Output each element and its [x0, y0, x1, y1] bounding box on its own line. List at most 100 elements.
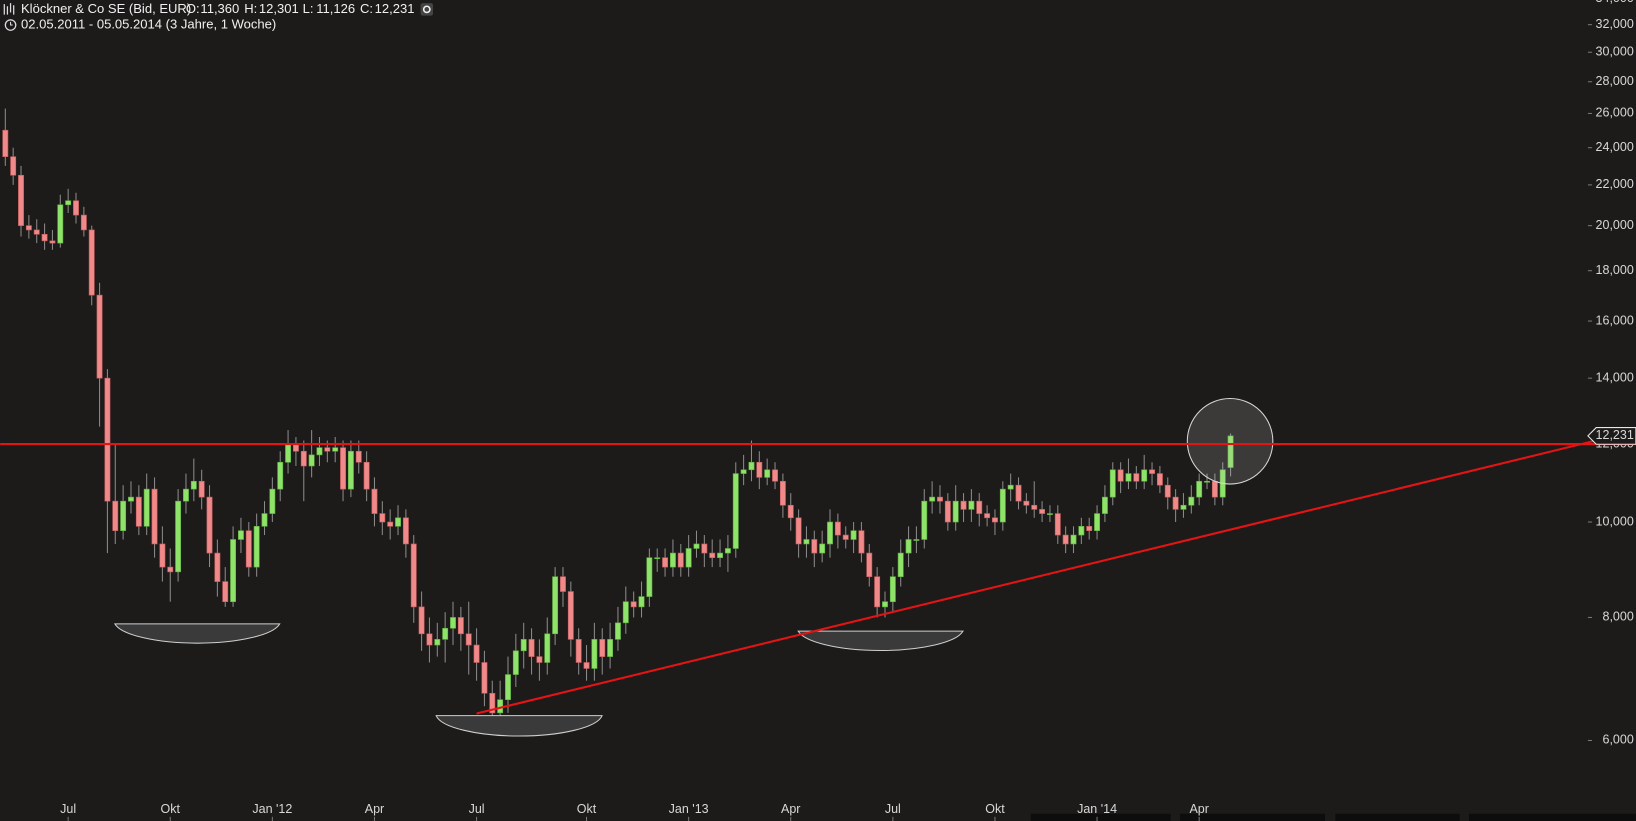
highlight-circle — [1186, 397, 1274, 485]
candle-body — [552, 576, 559, 635]
candle-body — [347, 450, 354, 490]
candle-body — [253, 526, 260, 568]
candle-body — [944, 500, 951, 523]
candle-body — [968, 500, 975, 510]
candle-body — [670, 552, 676, 568]
candle-body — [952, 500, 959, 523]
settings-button[interactable] — [420, 3, 434, 16]
candle-body — [630, 601, 637, 608]
y-tick-label: 28,000 — [1596, 74, 1634, 88]
candle-body — [128, 496, 134, 502]
candle-body — [536, 656, 543, 663]
candle-body — [183, 488, 189, 502]
candle-body — [151, 488, 158, 545]
candle-body — [638, 596, 645, 608]
candle-body — [1117, 469, 1124, 482]
candle-body — [921, 500, 928, 540]
candle-body — [1070, 534, 1077, 545]
candle-body — [481, 662, 488, 694]
candle-body — [25, 225, 32, 231]
candle-body — [984, 513, 991, 519]
candle-body — [214, 552, 221, 582]
candle-body — [245, 530, 252, 568]
y-tick-label: 10,000 — [1596, 514, 1634, 528]
candle-body — [18, 174, 24, 226]
candle-body — [528, 639, 535, 657]
y-tick-label: 26,000 — [1596, 106, 1634, 120]
x-tick-label: Okt — [161, 802, 181, 816]
candle-body — [693, 543, 700, 549]
ohlc-key: C: — [360, 1, 373, 16]
candle-body — [1188, 496, 1195, 506]
candle-body — [999, 488, 1006, 523]
candle-body — [567, 591, 574, 640]
ohlc-value: 11,126 — [316, 1, 355, 16]
candle-body — [293, 443, 299, 452]
candle-body — [717, 552, 723, 559]
y-tick-label: 32,000 — [1596, 17, 1634, 31]
ohlc-key: O: — [186, 1, 200, 16]
candle-body — [622, 601, 629, 624]
candle-body — [732, 473, 739, 549]
candle-body — [434, 639, 441, 646]
ohlc-value: 11,360 — [200, 1, 239, 16]
candle-body — [889, 576, 896, 603]
candle-body — [175, 500, 182, 573]
candle-body — [685, 548, 692, 568]
candle-body — [363, 461, 370, 490]
candle-body — [827, 521, 833, 545]
highlight-bowl — [113, 623, 281, 644]
candle-body — [701, 543, 708, 554]
x-tick-label: Jan '12 — [252, 802, 292, 816]
candle-body — [858, 530, 865, 554]
candle-body — [1180, 504, 1187, 510]
candle-body — [1227, 435, 1234, 468]
clock-hand — [10, 21, 13, 26]
candle-body — [1101, 496, 1108, 514]
candle-body — [866, 552, 873, 578]
candle-body — [159, 543, 166, 568]
candle-body — [834, 521, 841, 536]
candle-body — [73, 200, 79, 216]
candle-body — [1062, 534, 1069, 545]
candle-body — [80, 214, 87, 231]
candle-body — [379, 513, 386, 523]
candle-body — [332, 447, 339, 452]
footer-bar — [1468, 813, 1636, 821]
candle-body — [57, 204, 64, 244]
candle-body — [811, 539, 818, 554]
y-tick-label: 6,000 — [1603, 733, 1634, 747]
x-tick-label: Jul — [60, 802, 76, 816]
candle-body — [230, 539, 237, 603]
candle-body — [112, 500, 119, 531]
x-tick-label: Okt — [985, 802, 1005, 816]
candle-body — [709, 552, 716, 559]
candle-body — [583, 662, 590, 669]
candle-body — [33, 229, 40, 235]
candle-body — [575, 639, 582, 663]
clock-icon — [4, 19, 17, 31]
x-tick-label: Jan '13 — [669, 802, 709, 816]
candle-body — [591, 639, 598, 669]
candle-body — [1149, 469, 1155, 474]
y-tick-label: 24,000 — [1596, 140, 1634, 154]
candle-body — [795, 517, 802, 545]
candle-body — [355, 450, 362, 463]
candle-body — [457, 617, 464, 635]
candle-body — [1054, 513, 1061, 536]
candle-body — [1211, 480, 1218, 498]
candle-body — [544, 633, 551, 663]
price-tag-label: 12,231 — [1596, 428, 1634, 442]
candle-body — [615, 622, 621, 640]
candle-body — [104, 377, 111, 502]
candle-body — [1204, 480, 1210, 483]
ohlc-value: 12,231 — [375, 1, 415, 16]
candle-body — [937, 496, 943, 502]
candle-body — [143, 488, 150, 527]
candle-body — [410, 543, 417, 608]
candle-body — [677, 552, 684, 568]
candle-body — [395, 517, 401, 527]
candle-body — [992, 517, 998, 523]
